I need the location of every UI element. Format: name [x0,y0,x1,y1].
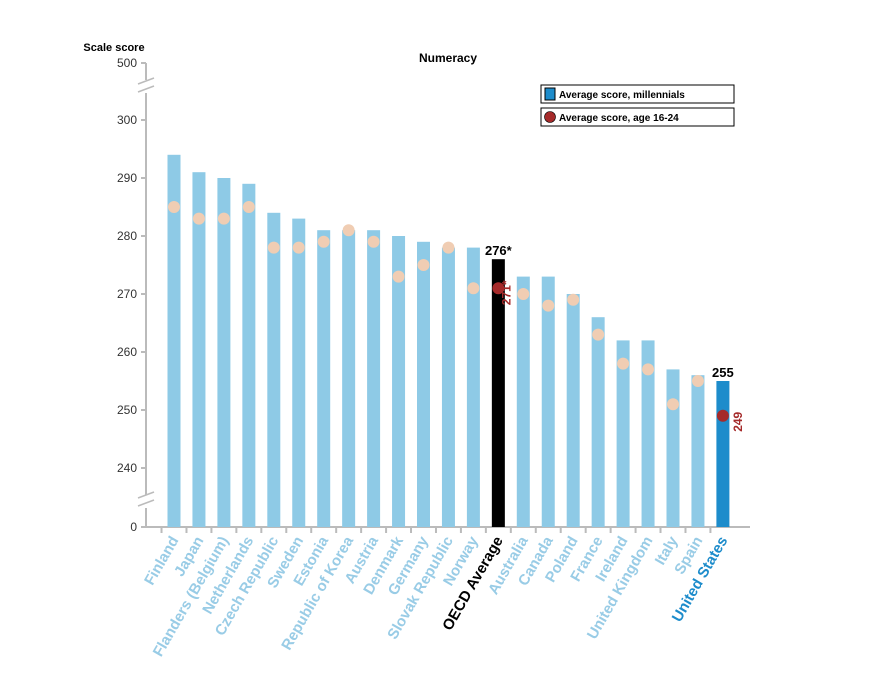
bar [267,212,281,528]
y-axis: 0 240 250 260 270 280 290 300 500 [117,56,750,534]
bar [641,340,655,527]
dot [716,409,729,422]
dot [467,282,480,295]
y-tick-label: 300 [117,113,137,127]
y-tick-label: 0 [130,520,137,534]
legend-label-millennials: Average score, millennials [559,90,685,101]
dot [492,282,505,295]
bar [666,369,680,527]
legend-box-age-16-24 [540,107,735,127]
bar [167,154,181,528]
dot [168,201,180,213]
dot [292,241,305,254]
dot [242,201,255,213]
axis-break-mark [137,85,155,93]
legend-swatch-millennials [544,87,556,101]
y-tick-label: 240 [117,461,137,475]
legend-box-millennials [540,84,735,104]
dot [342,224,355,237]
oecd-bar-value-label: 276* [485,243,513,258]
dot [517,288,530,300]
bar [367,230,381,527]
y-tick-label: 260 [117,345,137,359]
bar [317,230,331,527]
bar [516,276,530,527]
dot [442,241,455,254]
dot [592,328,605,341]
dot [192,212,205,225]
bar [192,172,206,527]
us-dot-value-label: 249 [731,411,745,431]
bar [491,259,505,527]
dot [217,212,230,225]
bar [292,218,306,527]
legend-swatch-age-16-24 [544,111,556,123]
dot [617,357,630,370]
bar [342,230,356,527]
dots [168,201,729,422]
y-axis-label: Scale score [83,42,144,54]
bars [167,154,730,528]
dot [642,363,655,376]
bar [417,241,430,528]
bar [466,247,480,527]
bar [716,381,730,527]
dot [691,375,704,387]
oecd-dot-value-label: 271* [499,280,513,305]
bar [217,178,231,527]
axis-break-mark [137,77,155,85]
y-tick-label: 270 [117,287,137,301]
us-bar-value-label: 255 [712,365,734,380]
dot [417,259,430,271]
bar [691,375,705,527]
bar [242,183,256,528]
bar [392,236,406,527]
bar [591,317,605,527]
y-tick-label: 280 [117,229,137,243]
dot [667,398,679,411]
dot [392,270,405,283]
dot [367,235,380,248]
legend-label-age-16-24: Average score, age 16-24 [559,113,679,124]
legend: Average score, millennials Average score… [540,84,735,127]
dot [267,241,280,254]
y-tick-label: 290 [117,171,137,185]
bar [566,294,580,527]
dot [542,299,555,312]
bar [616,340,630,527]
y-tick-label: 500 [117,56,137,70]
y-tick-label: 250 [117,403,137,417]
dot [317,235,330,248]
bar [541,276,555,527]
axis-break-mark [137,491,155,499]
axis-break-mark [137,499,155,507]
chart-title: Numeracy [419,51,477,65]
bar [441,247,455,527]
dot [567,293,580,306]
